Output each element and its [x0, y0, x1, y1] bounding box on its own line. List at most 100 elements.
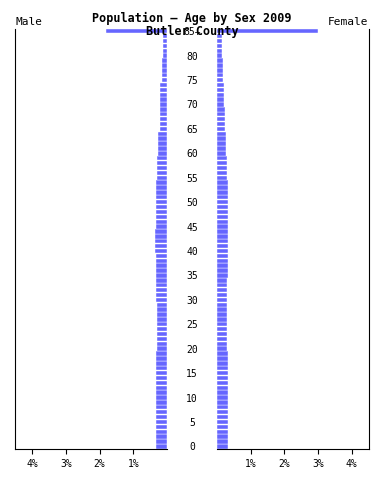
- Bar: [217, 107, 225, 111]
- Bar: [156, 259, 167, 263]
- Bar: [156, 190, 167, 194]
- Bar: [217, 264, 228, 268]
- Bar: [217, 195, 228, 200]
- Bar: [162, 68, 167, 72]
- Bar: [156, 268, 167, 273]
- Bar: [217, 293, 227, 297]
- Bar: [217, 48, 222, 53]
- Bar: [217, 342, 227, 346]
- Bar: [157, 156, 167, 160]
- Bar: [156, 361, 167, 366]
- Bar: [160, 88, 167, 92]
- Bar: [217, 347, 227, 351]
- Bar: [157, 317, 167, 322]
- Bar: [217, 307, 227, 312]
- Bar: [156, 219, 167, 224]
- Bar: [155, 229, 167, 234]
- Bar: [156, 195, 167, 200]
- Bar: [156, 185, 167, 190]
- Bar: [156, 366, 167, 371]
- Text: Female: Female: [328, 17, 369, 26]
- Bar: [217, 68, 223, 72]
- Bar: [217, 224, 228, 229]
- Bar: [156, 278, 167, 283]
- Bar: [156, 410, 167, 414]
- Bar: [156, 430, 167, 434]
- Bar: [156, 288, 167, 292]
- Bar: [217, 239, 228, 243]
- Bar: [217, 171, 227, 175]
- Bar: [217, 376, 228, 380]
- Bar: [158, 136, 167, 141]
- Bar: [157, 312, 167, 317]
- Bar: [156, 200, 167, 204]
- Bar: [217, 312, 227, 317]
- Bar: [217, 127, 225, 131]
- Bar: [156, 180, 167, 185]
- Bar: [217, 259, 228, 263]
- Bar: [160, 117, 167, 121]
- Bar: [157, 307, 167, 312]
- Bar: [157, 176, 167, 180]
- Bar: [217, 327, 227, 331]
- Bar: [217, 63, 223, 68]
- Bar: [156, 420, 167, 424]
- Bar: [217, 78, 223, 82]
- Bar: [160, 107, 167, 111]
- Bar: [217, 351, 228, 356]
- Bar: [217, 88, 224, 92]
- Bar: [217, 420, 228, 424]
- Bar: [156, 224, 167, 229]
- Bar: [106, 29, 167, 34]
- Bar: [217, 185, 228, 190]
- Bar: [217, 156, 227, 160]
- Bar: [156, 400, 167, 405]
- Bar: [158, 132, 167, 136]
- Bar: [217, 151, 227, 156]
- Bar: [217, 122, 225, 126]
- Bar: [160, 127, 167, 131]
- Bar: [158, 146, 167, 151]
- Bar: [156, 351, 167, 356]
- Bar: [217, 190, 228, 194]
- Bar: [217, 93, 224, 97]
- Bar: [160, 102, 167, 107]
- Bar: [217, 298, 227, 302]
- Bar: [217, 176, 227, 180]
- Bar: [217, 244, 228, 248]
- Bar: [155, 234, 167, 239]
- Bar: [156, 385, 167, 390]
- Bar: [217, 366, 228, 371]
- Bar: [160, 112, 167, 117]
- Bar: [217, 166, 227, 170]
- Bar: [217, 430, 228, 434]
- Bar: [156, 371, 167, 375]
- Bar: [217, 117, 225, 121]
- Bar: [156, 425, 167, 429]
- Bar: [163, 48, 167, 53]
- Bar: [156, 396, 167, 400]
- Bar: [156, 444, 167, 448]
- Bar: [162, 78, 167, 82]
- Bar: [217, 317, 227, 322]
- Bar: [217, 444, 228, 448]
- Bar: [157, 166, 167, 170]
- Bar: [155, 249, 167, 253]
- Bar: [157, 342, 167, 346]
- Bar: [217, 39, 222, 43]
- Bar: [217, 112, 225, 117]
- Bar: [217, 132, 227, 136]
- Bar: [217, 53, 222, 58]
- Bar: [217, 273, 228, 277]
- Bar: [217, 97, 224, 102]
- Bar: [217, 73, 223, 77]
- Bar: [217, 283, 227, 288]
- Bar: [217, 410, 228, 414]
- Bar: [217, 210, 228, 214]
- Bar: [156, 298, 167, 302]
- Bar: [217, 356, 228, 360]
- Bar: [156, 405, 167, 409]
- Bar: [163, 44, 167, 48]
- Bar: [156, 381, 167, 385]
- Bar: [157, 347, 167, 351]
